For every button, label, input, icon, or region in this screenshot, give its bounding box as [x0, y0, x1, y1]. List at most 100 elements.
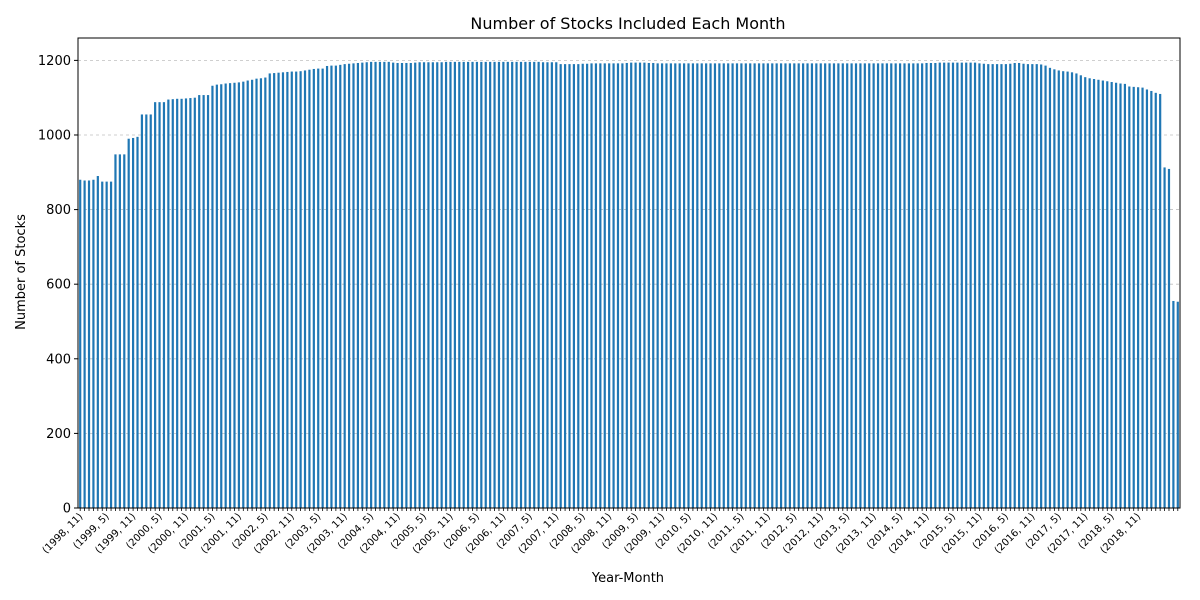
bar — [109, 181, 113, 508]
bar — [815, 63, 818, 508]
bar — [876, 63, 880, 508]
bar — [193, 97, 196, 508]
bar — [268, 73, 271, 508]
bar — [1154, 92, 1157, 508]
bar — [1048, 67, 1052, 508]
bar — [775, 63, 778, 508]
bar — [872, 63, 875, 508]
bar — [374, 61, 377, 508]
bar — [894, 63, 897, 508]
y-tick-label: 200 — [46, 427, 71, 442]
bar — [246, 80, 249, 509]
bar — [189, 98, 192, 509]
bar — [242, 81, 245, 509]
bar — [885, 63, 888, 508]
bar — [206, 95, 210, 509]
bar — [740, 63, 743, 508]
bar — [92, 179, 95, 508]
bar — [863, 63, 866, 508]
bar — [162, 102, 166, 509]
bar — [480, 61, 483, 508]
bar — [1088, 78, 1091, 509]
bar — [938, 62, 941, 508]
bar — [361, 62, 364, 508]
bar — [127, 138, 130, 508]
y-tick-label: 600 — [46, 278, 71, 293]
bar — [828, 63, 831, 508]
bar — [475, 61, 479, 508]
bar — [599, 63, 602, 508]
bar — [819, 63, 822, 508]
bar — [436, 62, 439, 508]
bar — [343, 64, 346, 508]
bar — [158, 102, 161, 509]
bar — [215, 84, 218, 508]
bar — [1035, 64, 1038, 508]
bar — [929, 62, 933, 508]
bar — [1114, 82, 1118, 508]
bar — [497, 61, 501, 508]
bar — [167, 99, 170, 509]
bar — [652, 62, 655, 508]
bar — [101, 181, 104, 508]
bar — [383, 61, 386, 508]
bar — [1000, 64, 1003, 508]
bar — [1022, 63, 1025, 508]
bar — [299, 71, 302, 508]
bar — [414, 62, 417, 508]
bar — [859, 63, 862, 508]
bar — [956, 62, 959, 508]
bar — [718, 63, 721, 508]
bar — [392, 62, 395, 508]
bar — [87, 180, 91, 508]
bar — [881, 63, 884, 508]
bar — [462, 61, 465, 508]
bar — [325, 65, 329, 508]
bar — [1132, 86, 1135, 508]
x-axis-label: Year-Month — [591, 571, 664, 586]
bar — [854, 63, 858, 508]
bar — [427, 62, 430, 508]
bar — [656, 63, 659, 508]
bar — [735, 63, 739, 508]
bar — [1097, 79, 1100, 509]
bar — [537, 61, 540, 508]
bar — [951, 62, 955, 508]
bar — [1123, 83, 1127, 508]
bar — [898, 63, 902, 508]
bar — [638, 62, 642, 508]
bar — [290, 71, 293, 509]
bar — [934, 62, 937, 508]
bar — [198, 95, 201, 509]
bar — [647, 62, 650, 508]
bar — [1018, 62, 1021, 508]
bar — [771, 63, 774, 508]
bar — [264, 77, 267, 509]
y-tick-label: 400 — [46, 352, 71, 367]
bar — [1150, 90, 1153, 508]
bar — [965, 62, 968, 508]
bar — [533, 61, 536, 508]
bar — [722, 63, 725, 508]
bar — [846, 63, 849, 508]
bar — [330, 65, 333, 508]
bar — [489, 61, 492, 508]
bar — [502, 61, 505, 508]
bar — [1079, 75, 1082, 509]
bar — [528, 61, 531, 508]
bar — [947, 62, 950, 508]
bar — [1167, 168, 1171, 508]
bar — [749, 63, 752, 508]
bar — [317, 68, 320, 508]
bar — [577, 64, 580, 508]
bar — [541, 62, 545, 508]
bar — [612, 63, 615, 508]
bar — [705, 63, 708, 508]
bar — [444, 61, 448, 508]
bar — [458, 61, 461, 508]
bar — [105, 181, 108, 508]
bar-series — [79, 61, 1179, 509]
bar — [682, 63, 686, 508]
bar — [969, 62, 972, 508]
